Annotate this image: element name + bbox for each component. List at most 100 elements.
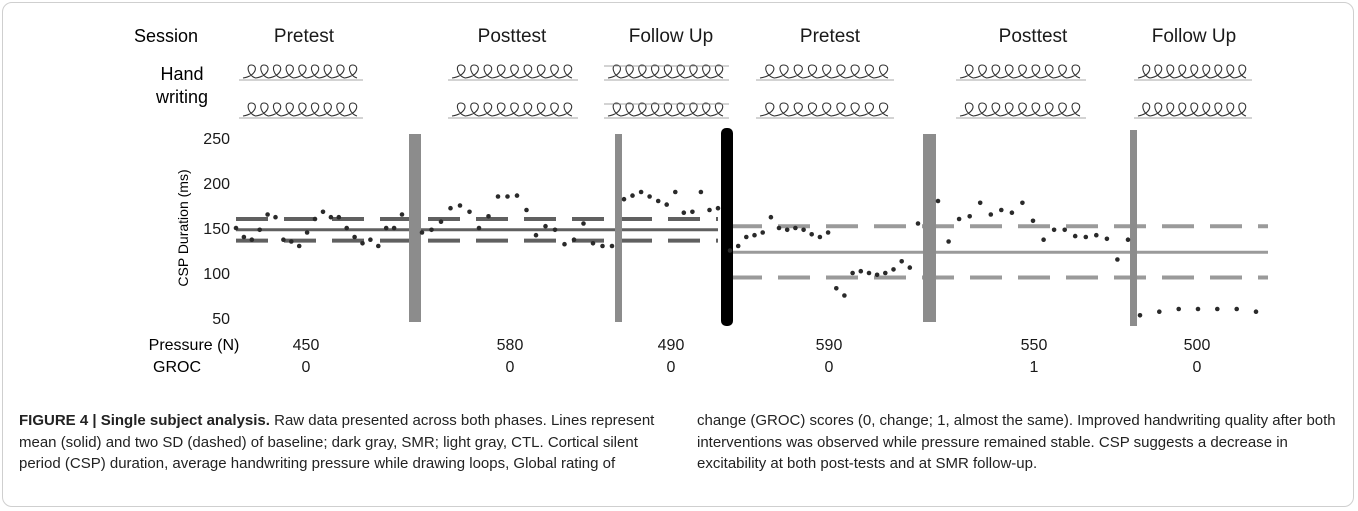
data-point: [655, 198, 661, 204]
data-point: [562, 241, 567, 247]
data-point: [956, 216, 962, 222]
data-point: [1195, 306, 1201, 312]
data-point: [935, 198, 941, 204]
data-point: [467, 209, 472, 215]
data-point: [391, 225, 397, 231]
data-point: [1094, 232, 1099, 238]
data-point: [801, 227, 806, 233]
data-point: [744, 234, 749, 240]
data-point: [233, 225, 239, 231]
data-point: [495, 194, 501, 199]
data-point: [907, 265, 913, 270]
data-point: [543, 223, 548, 229]
handwriting-sample-icon: [448, 102, 578, 119]
data-point: [1020, 200, 1025, 206]
data-point: [571, 237, 577, 242]
data-point: [505, 194, 510, 199]
data-point: [891, 267, 896, 272]
data-point: [438, 219, 444, 224]
data-point: [590, 241, 596, 246]
data-point: [273, 214, 278, 220]
data-point: [476, 225, 482, 231]
data-point: [760, 230, 765, 235]
data-point: [1009, 210, 1015, 215]
caption-left-text: Raw data presented across both phases. L…: [19, 412, 655, 472]
data-point: [1157, 309, 1162, 315]
phase-change-line: [409, 134, 421, 322]
groc-value: 1: [1030, 359, 1039, 376]
data-point: [368, 237, 373, 242]
data-point: [352, 234, 357, 240]
handwriting-sample-icon: [604, 102, 729, 119]
phase-change-line: [923, 134, 936, 322]
data-point: [360, 241, 365, 246]
data-point: [399, 212, 405, 217]
data-point: [289, 239, 294, 244]
session-label: Follow Up: [629, 26, 713, 47]
handwriting-sample-icon: [1134, 102, 1252, 119]
session-label: Follow Up: [1152, 26, 1236, 47]
data-point: [1051, 227, 1057, 233]
handwriting-sample-icon: [604, 64, 729, 81]
pressure-value: 450: [293, 337, 320, 354]
data-point: [727, 248, 733, 253]
session-label: Pretest: [274, 26, 335, 47]
groc-value: 0: [667, 359, 676, 376]
session-label: Posttest: [478, 26, 547, 47]
data-point: [647, 194, 652, 199]
pressure-value: 550: [1021, 337, 1048, 354]
data-point: [715, 205, 721, 211]
data-point: [776, 225, 782, 231]
session-label: Posttest: [999, 26, 1068, 47]
data-point: [533, 232, 539, 238]
caption-right: change (GROC) scores (0, change; 1, almo…: [697, 412, 1336, 472]
data-point: [265, 212, 270, 217]
data-point: [946, 239, 951, 244]
y-tick-label: 250: [203, 131, 230, 148]
handwriting-row-label-line2: writing: [155, 87, 208, 107]
data-point: [664, 202, 669, 207]
data-point: [1137, 313, 1143, 318]
data-point: [1215, 306, 1220, 312]
data-point: [1041, 237, 1046, 242]
data-point: [600, 243, 605, 249]
data-point: [296, 243, 302, 249]
data-point: [609, 243, 615, 249]
data-point: [834, 286, 839, 291]
groc-value: 0: [302, 359, 311, 376]
data-point: [552, 227, 558, 233]
data-point: [249, 237, 255, 242]
data-point: [874, 272, 880, 278]
data-point: [690, 209, 695, 215]
data-point: [899, 259, 904, 264]
data-point: [1176, 306, 1181, 312]
handwriting-sample-icon: [1134, 64, 1252, 81]
y-axis-label: CSP Duration (ms): [175, 169, 191, 286]
data-point: [883, 270, 888, 276]
groc-row-label: GROC: [153, 359, 201, 376]
groc-value: 0: [506, 359, 515, 376]
data-point: [320, 209, 326, 215]
data-point: [735, 243, 741, 249]
single-subject-chart: Session Hand writing Pressure (N) GROC C…: [134, 26, 1268, 376]
caption-label: FIGURE 4 | Single subject analysis.: [19, 412, 270, 429]
data-point: [383, 225, 389, 231]
phase-change-line: [1130, 130, 1137, 326]
data-point: [1072, 233, 1078, 239]
data-point: [768, 214, 774, 220]
data-point: [304, 230, 310, 235]
data-point: [376, 243, 381, 249]
data-point: [698, 189, 704, 195]
session-row-label: Session: [134, 26, 198, 46]
handwriting-sample-icon: [756, 64, 894, 81]
data-point: [638, 189, 644, 195]
data-point: [999, 207, 1004, 213]
pressure-value: 590: [816, 337, 843, 354]
phase-divider-line: [721, 128, 733, 326]
data-point: [344, 225, 350, 231]
data-point: [429, 227, 434, 233]
pressure-value: 500: [1184, 337, 1211, 354]
data-point: [336, 214, 342, 220]
data-point: [621, 196, 627, 202]
